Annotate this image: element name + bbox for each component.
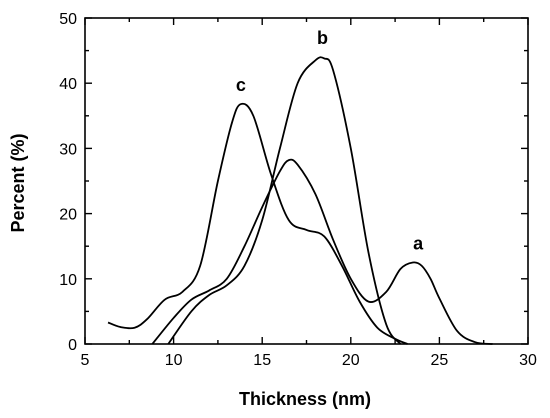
y-tick-label: 0	[68, 337, 77, 354]
curve-label-b: b	[317, 28, 328, 48]
series-line-b	[167, 56, 402, 345]
x-tick-label: 30	[519, 352, 537, 369]
x-tick-label: 5	[81, 352, 90, 369]
curve-annotations: a b c	[236, 28, 424, 253]
plot-frame	[84, 17, 529, 345]
y-tick-label: 30	[59, 141, 77, 158]
series-curves	[107, 56, 493, 345]
curve-label-c: c	[236, 75, 246, 95]
axis-tick-labels: 5 10 15 20 25 30 0 10 20 30 40 50	[59, 11, 537, 369]
curve-label-a: a	[413, 233, 424, 253]
x-tick-label: 20	[342, 352, 360, 369]
y-tick-label: 40	[59, 76, 77, 93]
plot-area	[84, 17, 529, 345]
series-line-c	[107, 102, 408, 345]
y-axis-title: Percent (%)	[8, 133, 28, 232]
y-tick-label: 20	[59, 207, 77, 224]
series-line-a	[151, 158, 493, 345]
y-tick-label: 50	[59, 11, 77, 28]
x-axis-title: Thickness (nm)	[239, 389, 371, 409]
x-tick-label: 15	[253, 352, 271, 369]
axis-ticks	[84, 17, 529, 345]
y-tick-label: 10	[59, 272, 77, 289]
x-tick-label: 25	[431, 352, 449, 369]
x-tick-label: 10	[165, 352, 183, 369]
